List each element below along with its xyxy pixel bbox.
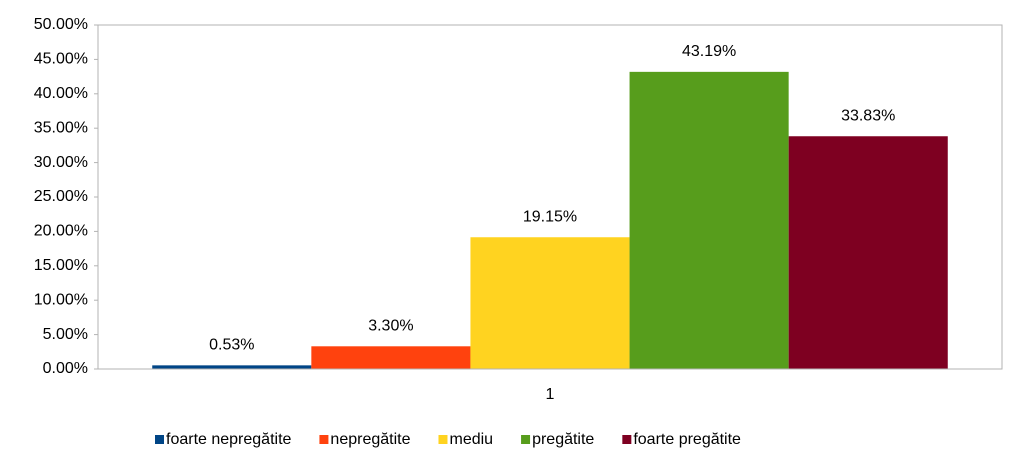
y-tick-label: 10.00% — [34, 291, 88, 308]
x-tick-label: 1 — [546, 386, 555, 403]
legend-label: foarte pregătite — [633, 431, 741, 448]
legend-label: nepregătite — [330, 431, 410, 448]
bar — [629, 71, 789, 370]
value-label: 0.53% — [209, 337, 254, 354]
legend-label: mediu — [449, 431, 493, 448]
legend-swatch — [155, 435, 164, 444]
value-label: 43.19% — [682, 43, 736, 60]
legend-swatch — [622, 435, 632, 444]
y-tick-label: 40.00% — [34, 85, 88, 102]
bar — [470, 237, 630, 369]
y-tick-label: 0.00% — [43, 360, 88, 377]
bar — [311, 346, 471, 369]
bar — [788, 136, 948, 369]
legend-swatch — [521, 435, 531, 444]
y-tick-label: 35.00% — [34, 119, 88, 136]
value-label: 3.30% — [368, 318, 413, 335]
legend-label: foarte nepregătite — [166, 431, 292, 448]
y-tick-label: 30.00% — [34, 154, 88, 171]
y-tick-label: 45.00% — [34, 51, 88, 68]
y-tick-label: 50.00% — [34, 16, 88, 33]
y-tick-label: 25.00% — [34, 188, 88, 205]
legend-label: pregătite — [532, 431, 594, 448]
legend-swatch — [438, 435, 448, 444]
bar — [152, 365, 312, 369]
value-label: 19.15% — [523, 208, 577, 225]
legend-swatch — [319, 435, 329, 444]
y-tick-label: 20.00% — [34, 223, 88, 240]
y-tick-label: 15.00% — [34, 257, 88, 274]
value-label: 33.83% — [841, 107, 895, 124]
y-tick-label: 5.00% — [43, 326, 88, 343]
